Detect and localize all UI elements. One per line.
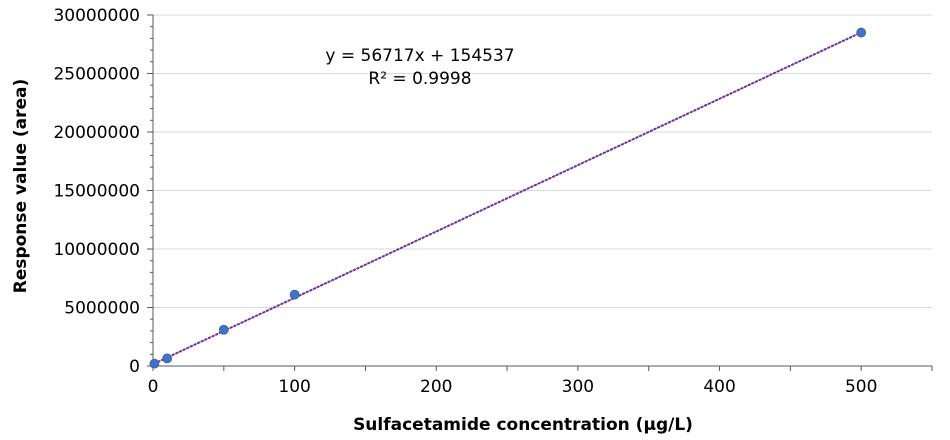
trendline	[153, 31, 863, 365]
y-tick-label: 15000000	[53, 182, 140, 202]
x-tick-label: 500	[845, 377, 877, 397]
axes	[147, 14, 933, 371]
data-points	[149, 27, 867, 369]
r-squared-label: R² = 0.9998	[368, 69, 471, 89]
y-axis-title: Response value (area)	[11, 79, 31, 294]
y-tick-label: 5000000	[64, 299, 140, 319]
y-tick-label: 0	[129, 357, 140, 377]
data-point	[856, 27, 867, 38]
x-axis-title: Sulfacetamide concentration (µg/L)	[353, 415, 693, 435]
x-tick-label: 200	[420, 377, 452, 397]
tick-labels: 0 5000000 10000000 15000000 20000000 25000000…	[53, 6, 877, 397]
y-tick-label: 20000000	[53, 123, 140, 143]
gridlines	[153, 14, 932, 308]
y-tick-label: 10000000	[53, 240, 140, 260]
data-point	[218, 324, 229, 335]
data-point	[162, 353, 173, 364]
x-tick-label: 0	[148, 377, 159, 397]
y-tick-label: 30000000	[53, 6, 140, 26]
trendline-group	[153, 31, 863, 365]
x-tick-label: 400	[703, 377, 735, 397]
x-tick-label: 300	[562, 377, 594, 397]
data-point	[149, 358, 160, 369]
x-tick-label: 100	[278, 377, 310, 397]
data-point	[289, 289, 300, 300]
y-tick-label: 25000000	[53, 65, 140, 85]
trendline-equation: y = 56717x + 154537	[325, 46, 514, 66]
